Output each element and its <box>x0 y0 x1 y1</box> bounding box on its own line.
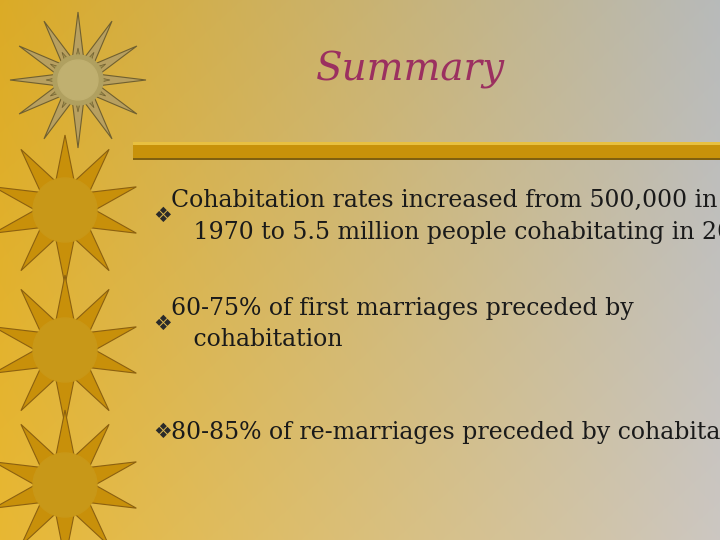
Circle shape <box>40 325 91 375</box>
Polygon shape <box>10 12 146 148</box>
Polygon shape <box>0 275 136 425</box>
Circle shape <box>66 68 91 93</box>
Bar <box>133 142 720 145</box>
Circle shape <box>40 185 91 235</box>
Circle shape <box>40 460 91 510</box>
Text: 60-75% of first marriages preceded by
   cohabitation: 60-75% of first marriages preceded by co… <box>171 296 634 352</box>
Bar <box>133 142 720 160</box>
Text: Summary: Summary <box>316 51 505 89</box>
Circle shape <box>58 60 98 100</box>
Circle shape <box>53 55 103 105</box>
Text: ❖: ❖ <box>153 314 172 334</box>
Circle shape <box>33 318 97 382</box>
Text: Cohabitation rates increased from 500,000 in
   1970 to 5.5 million people cohab: Cohabitation rates increased from 500,00… <box>171 188 720 244</box>
Text: 80-85% of re-marriages preceded by cohabitation: 80-85% of re-marriages preceded by cohab… <box>171 421 720 443</box>
Circle shape <box>59 62 96 99</box>
Circle shape <box>33 178 97 242</box>
Circle shape <box>33 453 97 517</box>
Text: ❖: ❖ <box>153 206 172 226</box>
Polygon shape <box>0 135 136 285</box>
Polygon shape <box>46 48 110 112</box>
Polygon shape <box>0 410 136 540</box>
Text: ❖: ❖ <box>153 422 172 442</box>
Bar <box>133 158 720 160</box>
